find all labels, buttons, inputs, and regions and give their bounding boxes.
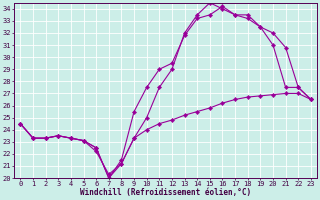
X-axis label: Windchill (Refroidissement éolien,°C): Windchill (Refroidissement éolien,°C)	[80, 188, 251, 197]
